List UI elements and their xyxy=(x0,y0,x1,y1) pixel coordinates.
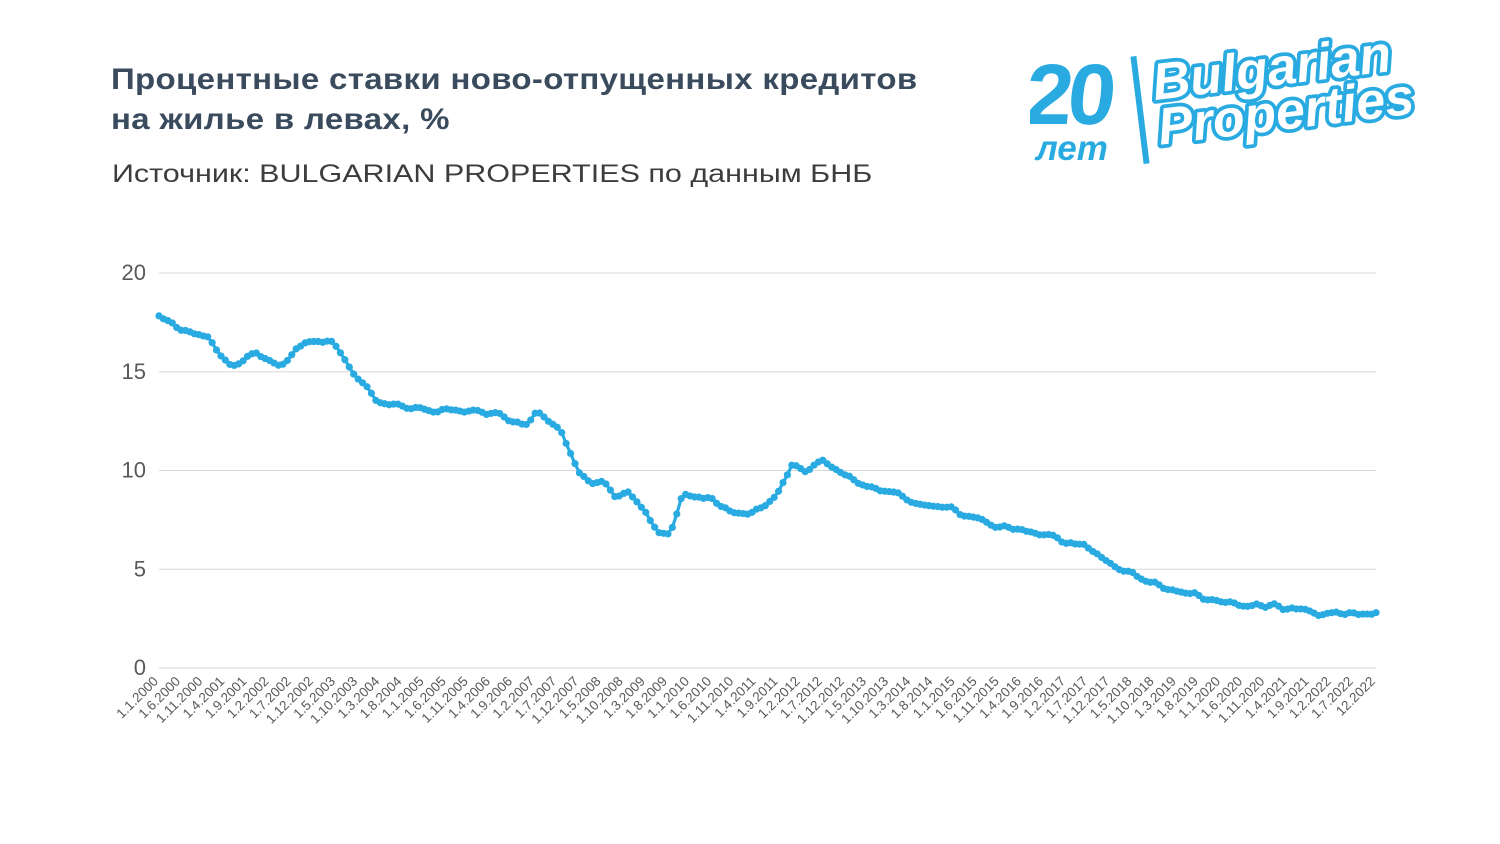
svg-text:лет: лет xyxy=(1034,129,1108,167)
svg-text:20: 20 xyxy=(122,260,146,285)
svg-text:0: 0 xyxy=(134,655,146,680)
svg-text:10: 10 xyxy=(122,458,146,483)
svg-text:5: 5 xyxy=(134,556,146,581)
svg-text:15: 15 xyxy=(122,359,146,384)
